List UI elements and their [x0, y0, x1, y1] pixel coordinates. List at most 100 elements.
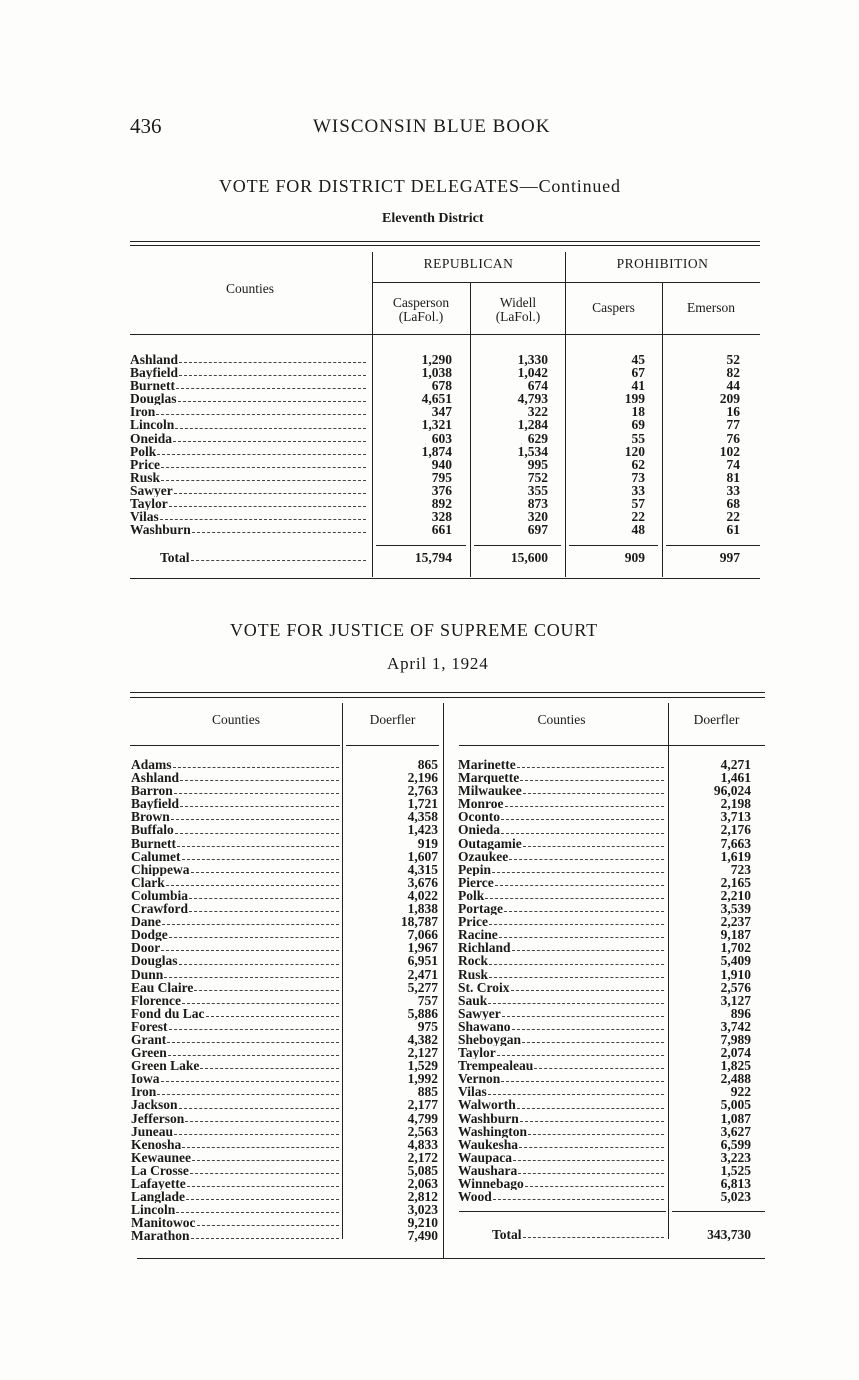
county-name: St. Croix — [458, 980, 510, 994]
county-name: Iowa — [131, 1072, 160, 1086]
vote-count: 752 — [527, 469, 548, 485]
county-name: Taylor — [458, 1046, 496, 1060]
vote-count: 120 — [624, 443, 645, 459]
county-name: Rock — [458, 954, 488, 968]
table-row: Manitowoc 9,210 — [131, 1216, 438, 1230]
dot-leader — [179, 366, 366, 377]
dot-leader — [501, 1072, 664, 1083]
header-doerfler-left: Doerfler — [369, 712, 416, 727]
county-name: Crawford — [131, 902, 188, 916]
vote-count: 674 — [527, 378, 548, 394]
county-name-cell: Waukesha — [458, 1138, 666, 1151]
header-counties-right: Counties — [537, 712, 586, 727]
vote-count: 940 — [431, 456, 452, 472]
vote-count: 2,177 — [407, 1097, 438, 1113]
vote-count: 22 — [726, 509, 741, 525]
vote-count: 15,794 — [414, 550, 452, 565]
vote-count: 2,063 — [407, 1176, 438, 1191]
vote-count: 1,910 — [720, 966, 751, 982]
table-row: Polk 2,210 — [458, 887, 751, 903]
county-name: Kenosha — [131, 1137, 182, 1151]
county-name-cell: Vilas — [130, 510, 368, 523]
vote-count: 2,165 — [720, 874, 751, 890]
vote-count: 62 — [631, 456, 646, 472]
county-name-cell: Bayfield — [131, 797, 341, 810]
dot-leader — [159, 510, 366, 521]
vote-count: 896 — [730, 1005, 751, 1021]
table-row: Dane 18,787 — [131, 915, 438, 929]
vote-count: 4,315 — [407, 861, 438, 877]
table-row: Forest 975 — [131, 1020, 438, 1034]
header-caspers: Caspers — [592, 300, 635, 315]
vote-count: 1,619 — [720, 848, 751, 864]
dot-leader — [194, 981, 339, 991]
table-row: Clark 3,676 — [131, 876, 438, 890]
vote-count: 67 — [631, 365, 646, 381]
county-name-cell: Ashland — [130, 353, 368, 366]
dot-leader — [186, 1190, 339, 1201]
table-row: Price 940 995 62 74 — [130, 456, 740, 472]
county-name: Clark — [131, 875, 165, 889]
vote-count: 661 — [431, 522, 452, 538]
table-row: Marinette 4,271 — [458, 758, 751, 772]
dot-leader — [205, 1007, 339, 1017]
table-row: Calumet 1,607 — [131, 849, 438, 863]
dot-leader — [518, 1164, 664, 1174]
county-name: Langlade — [131, 1190, 186, 1204]
county-name: Walworth — [458, 1098, 516, 1112]
vote-count: 82 — [726, 365, 741, 381]
table-row: Fond du Lac 5,886 — [131, 1006, 438, 1020]
county-name: La Crosse — [131, 1163, 189, 1177]
county-name-cell: Grant — [131, 1033, 341, 1046]
vote-count: 33 — [631, 482, 646, 498]
county-name-cell: Dodge — [131, 928, 341, 941]
vote-count: 3,627 — [720, 1123, 751, 1139]
table-row: Ashland 2,196 — [131, 771, 438, 785]
vote-count: 1,284 — [517, 417, 548, 433]
table-row: Brown 4,358 — [131, 810, 438, 824]
total-row: Total 343,730 — [492, 1228, 751, 1242]
header-prohibition: PROHIBITION — [616, 256, 709, 271]
table-row: Washington 3,627 — [458, 1123, 751, 1139]
county-name-cell: Jefferson — [131, 1112, 341, 1125]
dot-leader — [174, 823, 339, 834]
county-name-cell: Walworth — [458, 1098, 666, 1112]
county-name: Vernon — [458, 1072, 501, 1086]
vote-count: 57 — [631, 496, 646, 512]
county-name: Vilas — [458, 1085, 487, 1099]
county-name: Marquette — [458, 771, 520, 785]
county-name-cell: Vilas — [458, 1085, 666, 1098]
vote-count: 2,210 — [720, 887, 751, 903]
county-name-cell: Sheboygan — [458, 1033, 666, 1046]
table-row: Barron 2,763 — [131, 784, 438, 798]
header-casperson: Casperson (LaFol.) — [392, 295, 450, 324]
county-name-cell: Clark — [131, 876, 341, 889]
vote-count: 2,198 — [720, 796, 751, 812]
county-name: Taylor — [130, 497, 168, 511]
dot-leader — [160, 1072, 339, 1083]
county-name-cell: Juneau — [131, 1125, 341, 1138]
county-name: Dane — [131, 915, 161, 929]
table-row: Onieda 2,176 — [458, 823, 751, 837]
table-row: Burnett 919 — [131, 836, 438, 850]
table-row: Portage 3,539 — [458, 902, 751, 916]
dot-leader — [519, 1138, 664, 1148]
vote-count: 77 — [726, 417, 741, 433]
dot-leader — [501, 1007, 664, 1017]
delegates-title: VOTE FOR DISTRICT DELEGATES—Continued — [219, 176, 621, 196]
dot-leader — [501, 823, 664, 834]
table-row: Waukesha 6,599 — [458, 1137, 751, 1151]
county-name: Dodge — [131, 928, 168, 942]
county-name: Iron — [130, 405, 156, 419]
table-row: Marquette 1,461 — [458, 771, 751, 785]
county-name: Green — [131, 1046, 167, 1060]
dot-leader — [501, 810, 664, 821]
vote-count: 892 — [431, 496, 452, 512]
county-name: Total — [492, 1228, 522, 1242]
county-name-cell: Green Lake — [131, 1059, 341, 1072]
table-row: Buffalo 1,423 — [131, 823, 438, 837]
vote-count: 5,409 — [720, 953, 751, 969]
county-name: Ashland — [130, 353, 179, 367]
county-name-cell: Douglas — [130, 392, 368, 405]
county-name: Barron — [131, 784, 173, 798]
